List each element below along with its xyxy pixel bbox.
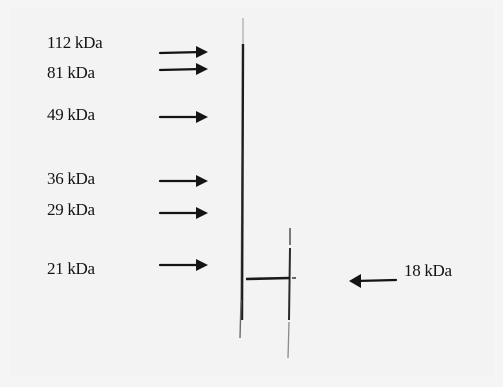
arrow-49kda-icon xyxy=(158,111,208,123)
arrow-112kda-icon xyxy=(158,46,208,58)
band-label-18kda: 18 kDa xyxy=(404,261,452,280)
arrow-29kda-icon xyxy=(158,207,208,219)
arrow-81kda-icon xyxy=(158,63,208,75)
arrow-21kda-icon xyxy=(158,259,208,271)
marker-label-81kda: 81 kDa xyxy=(47,63,95,82)
arrow-36kda-icon xyxy=(158,175,208,187)
lane-1-marker-streak xyxy=(239,18,245,339)
arrow-18kda-icon xyxy=(349,274,398,288)
marker-label-36kda: 36 kDa xyxy=(47,169,95,188)
blot-panel xyxy=(10,8,494,376)
marker-label-21kda: 21 kDa xyxy=(47,259,95,278)
marker-label-49kda: 49 kDa xyxy=(47,105,95,124)
band-18kda xyxy=(245,276,296,281)
lane-2-sample-streak xyxy=(287,228,291,359)
marker-label-29kda: 29 kDa xyxy=(47,200,95,219)
marker-label-112kda: 112 kDa xyxy=(47,33,103,52)
